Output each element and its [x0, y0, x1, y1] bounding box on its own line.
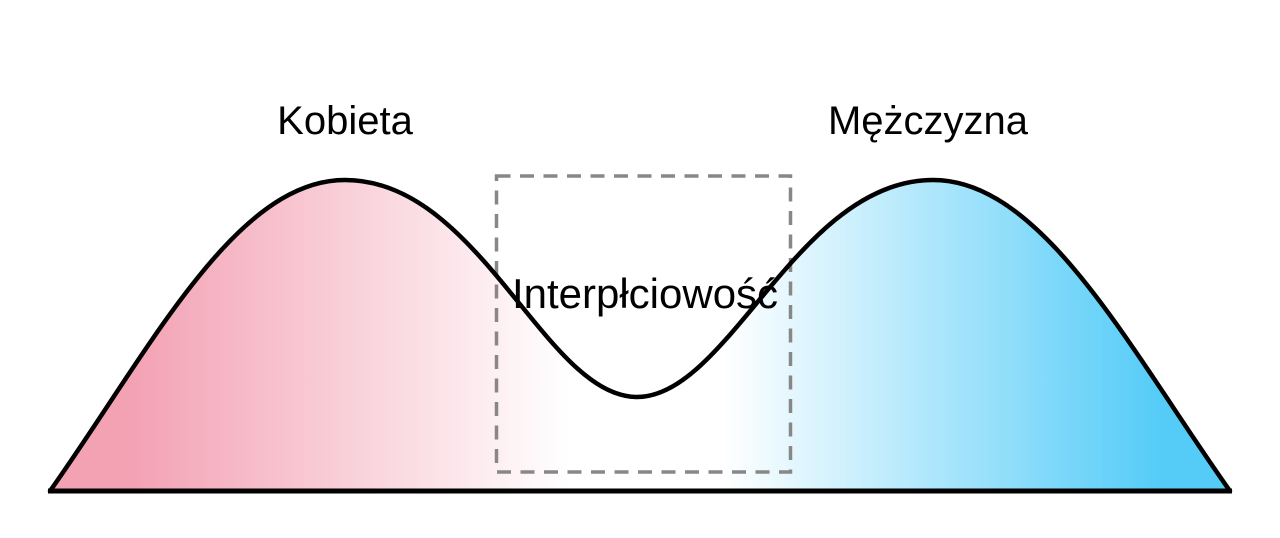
distribution-curve-line	[47, 177, 1233, 494]
label-mezczyzna: Mężczyzna	[827, 99, 1029, 143]
distribution-area	[50, 180, 1230, 491]
label-kobieta: Kobieta	[277, 99, 413, 143]
label-interplciowosc: Interpłciowość	[511, 270, 779, 317]
intersex-dashed-box	[494, 174, 793, 474]
